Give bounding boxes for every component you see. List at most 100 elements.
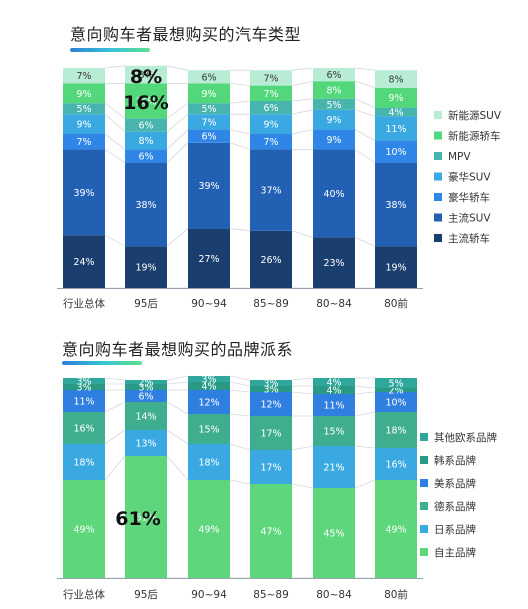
connector-line (354, 67, 376, 71)
data-label: 23% (323, 258, 344, 269)
legend-swatch (434, 193, 442, 201)
connector-line (229, 100, 251, 104)
connector-line (354, 80, 376, 89)
category-label: 80前 (384, 588, 408, 601)
bar-segment (125, 456, 167, 578)
bar-segment (313, 386, 355, 394)
bar-segment (63, 134, 105, 150)
connector-line (166, 142, 189, 163)
bar-segment (188, 103, 230, 115)
bar-segment (313, 68, 355, 82)
data-label: 4% (388, 108, 403, 119)
data-label: 10% (385, 147, 406, 158)
data-label: 39% (198, 181, 219, 192)
data-label: 8% (138, 70, 153, 81)
legend-swatch (420, 479, 428, 487)
data-label: 24% (73, 257, 94, 268)
data-label: 7% (76, 71, 91, 82)
bar-segment (250, 386, 292, 392)
bar-segment (188, 142, 230, 229)
highlight-annotation: 8% (130, 66, 162, 88)
connector-line (229, 443, 251, 451)
connector-line (166, 113, 189, 133)
bar-segment (188, 414, 230, 444)
data-label: 16% (73, 424, 94, 435)
data-label: 15% (323, 427, 344, 438)
legend-label: 德系品牌 (434, 500, 476, 513)
data-label: 3% (201, 375, 216, 386)
connector-line (104, 401, 126, 413)
data-label: 21% (323, 463, 344, 474)
legend-swatch (434, 213, 442, 222)
data-label: 5% (76, 104, 91, 115)
data-label: 5% (201, 104, 216, 115)
bar-segment (313, 237, 355, 288)
connector-line (354, 98, 376, 108)
legend-label: 自主品牌 (434, 546, 476, 559)
connector-line (229, 129, 251, 135)
connector-line (166, 102, 189, 119)
data-label: 18% (73, 458, 94, 469)
bar-segment (63, 412, 105, 444)
legend-swatch (420, 502, 428, 510)
data-label: 38% (385, 200, 406, 211)
connector-line (291, 98, 314, 102)
data-label: 18% (385, 426, 406, 437)
chart2-title: 意向购车者最想购买的品牌派系 (62, 340, 294, 359)
data-label: 47% (260, 527, 281, 538)
data-label: 8% (388, 75, 403, 86)
bar-segment (125, 83, 167, 119)
data-label: 6% (326, 70, 341, 81)
data-label: 27% (198, 254, 219, 265)
data-label: 6% (201, 72, 216, 83)
bar-segment (375, 87, 417, 108)
data-label: 3% (76, 383, 91, 394)
data-label: 2% (138, 378, 153, 389)
legend-swatch (434, 172, 442, 181)
bar-segment (250, 380, 292, 386)
data-label: 9% (388, 93, 403, 104)
bar-segment (188, 376, 230, 382)
data-label: 7% (263, 137, 278, 148)
bar-segment (375, 448, 417, 480)
data-label: 11% (385, 124, 406, 135)
data-label: 49% (385, 525, 406, 536)
bar-segment (375, 162, 417, 247)
data-label: 8% (326, 86, 341, 97)
category-label: 80前 (384, 297, 408, 310)
connector-line (291, 80, 314, 86)
connector-line (166, 455, 189, 481)
connector-line (291, 445, 314, 451)
data-label: 9% (263, 120, 278, 131)
bar-segment (63, 378, 105, 384)
data-label: 5% (388, 379, 403, 390)
bar-segment (125, 118, 167, 132)
connector-line (291, 129, 314, 135)
chart2-title-underline (62, 361, 142, 365)
bar-segment (125, 131, 167, 150)
connector-line (291, 67, 314, 71)
data-label: 40% (323, 189, 344, 200)
connector-line (354, 445, 376, 449)
data-label: 12% (198, 398, 219, 409)
data-label: 12% (260, 400, 281, 411)
legend-swatch (420, 525, 428, 533)
data-label: 39% (73, 188, 94, 199)
bar-segment (125, 162, 167, 247)
connector-line (291, 230, 314, 238)
data-label: 5% (326, 100, 341, 111)
bar-segment (125, 380, 167, 384)
connector-line (104, 113, 126, 133)
connector-line (354, 479, 376, 489)
highlight-annotation: 16% (123, 92, 168, 114)
bar-segment (313, 129, 355, 150)
data-label: 9% (201, 89, 216, 100)
connector-line (291, 377, 314, 381)
legend-swatch (434, 131, 442, 140)
legend-swatch (434, 152, 442, 160)
legend-swatch (420, 548, 428, 556)
bar-segment (250, 230, 292, 288)
data-label: 19% (385, 263, 406, 274)
data-label: 4% (326, 386, 341, 397)
